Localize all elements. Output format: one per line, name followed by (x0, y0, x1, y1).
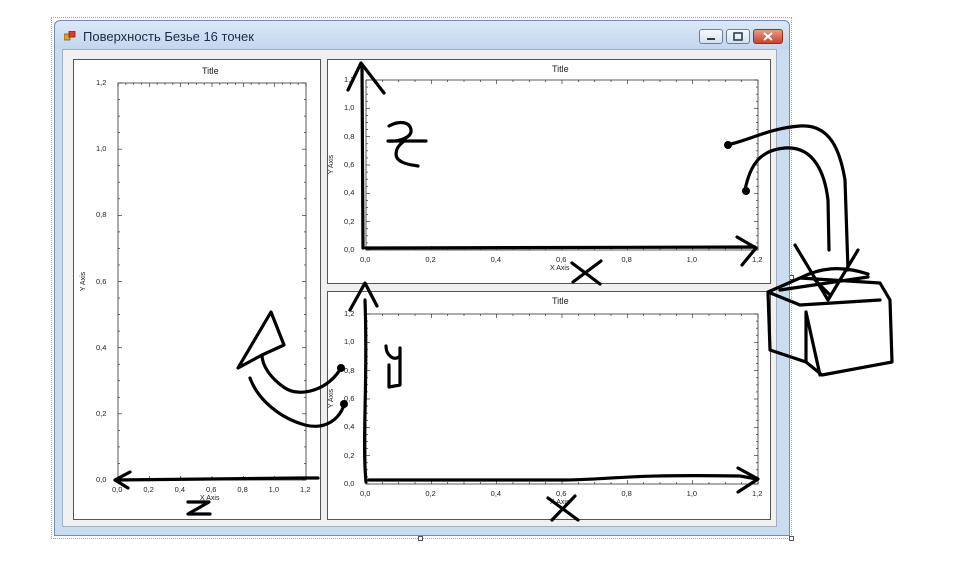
drawn-curved-arrow-left (236, 310, 344, 394)
drawn-dot-top-1 (724, 141, 732, 149)
x-tick-label: 1,2 (752, 489, 763, 498)
x-tick-label: 1,2 (300, 485, 311, 494)
x-tick-label: 1,0 (686, 255, 698, 264)
x-tick-label: 1,2 (752, 255, 763, 264)
drawn-box (766, 276, 894, 377)
maximize-icon (733, 32, 743, 41)
drawn-axis-arrow-y-bottom (348, 281, 379, 484)
y-tick-label: 1,0 (344, 337, 355, 347)
x-tick-label: 1,0 (268, 485, 280, 494)
app-icon (64, 31, 76, 41)
chart-title: Title (552, 64, 569, 74)
plot-frame (365, 79, 759, 251)
y-tick-label: 0,4 (344, 422, 355, 432)
y-tick-label: 0,4 (344, 188, 355, 198)
plot-frame (117, 82, 307, 481)
maximize-button[interactable] (726, 29, 750, 44)
chart-title: Title (202, 66, 219, 76)
form-window: Поверхность Безье 16 точек Title 0,0 0,2 0,… (54, 20, 790, 536)
x-tick-label: 0,0 (360, 255, 371, 264)
y-tick-label: 1,2 (96, 78, 107, 87)
window-title: Поверхность Безье 16 точек (83, 29, 254, 44)
y-tick-label: 0,0 (344, 479, 355, 488)
y-tick-label: 0,0 (96, 475, 107, 484)
chart-left[interactable]: Title 0,0 0,2 0,4 0,6 0,8 1,0 1,2 0,0 0,2 0,4 0,6 0,… (73, 59, 321, 520)
x-tick-label: 0,2 (425, 489, 436, 498)
drawn-curved-arrow-left-lower (248, 376, 347, 428)
drawn-letter-y-bottom (384, 344, 402, 389)
x-axis-label: X Axis (200, 495, 220, 502)
plot-area (365, 79, 759, 251)
x-tick-label: 0,4 (174, 485, 186, 494)
x-tick-label: 1,0 (686, 489, 698, 498)
y-tick-label: 0,6 (344, 394, 355, 403)
x-tick-label: 0,4 (490, 489, 502, 498)
drawn-curved-arrow-lower (743, 146, 831, 252)
y-tick-label: 0,2 (344, 450, 355, 460)
y-tick-label: 0,0 (344, 245, 355, 254)
drawn-letter-x-top (570, 259, 603, 286)
close-icon (763, 32, 773, 41)
y-tick-label: 0,8 (344, 365, 355, 375)
form-client-area: Title 0,0 0,2 0,4 0,6 0,8 1,0 1,2 0,0 0,2 0,4 0,6 0,… (62, 49, 777, 527)
y-tick-label: 1,0 (344, 103, 355, 113)
y-tick-label: 1,2 (344, 309, 355, 318)
x-tick-label: 0,8 (237, 485, 248, 494)
x-axis-label: X Axis (550, 265, 570, 272)
drawn-arrowheads-into-box (793, 243, 860, 302)
drawn-axis-arrow-x-left (113, 470, 320, 490)
y-tick-label: 0,2 (344, 216, 355, 226)
plot-frame (365, 313, 759, 485)
drawn-letter-z-left (186, 500, 212, 516)
chart-bottom-right[interactable]: Title 0,0 0,2 0,4 0,6 0,8 1,0 1,2 0,0 0,2 0,4 0,6 0,… (327, 291, 771, 520)
y-tick-label: 0,2 (96, 408, 107, 418)
x-tick-label: 0,2 (425, 255, 436, 264)
resize-handle-bottom-right[interactable] (789, 536, 794, 541)
drawn-axis-arrow-x-bottom (367, 466, 760, 494)
y-tick-label: 1,0 (96, 144, 107, 154)
plot-area (117, 82, 307, 481)
chart-title: Title (552, 296, 569, 306)
x-tick-label: 0,0 (112, 485, 123, 494)
x-tick-label: 0,2 (143, 485, 154, 494)
drawn-letter-z-top (386, 120, 428, 168)
resize-handle-bottom-middle[interactable] (418, 536, 423, 541)
drawn-dot-left-2 (340, 400, 348, 408)
drawn-box-lid (778, 267, 870, 292)
x-tick-label: 0,8 (621, 489, 632, 498)
minimize-icon (707, 38, 715, 40)
x-tick-label: 0,0 (360, 489, 371, 498)
drawn-curved-arrow-upper (725, 124, 850, 272)
y-tick-label: 0,8 (344, 131, 355, 141)
y-tick-label: 1,2 (344, 75, 355, 84)
y-tick-label: 0,4 (96, 342, 107, 352)
minimize-button[interactable] (699, 29, 723, 44)
x-tick-label: 0,6 (556, 489, 567, 498)
drawn-axis-arrow-x-top (364, 235, 758, 267)
x-tick-label: 0,6 (206, 485, 217, 494)
y-tick-label: 0,6 (344, 160, 355, 169)
x-axis-label: X Axis (550, 499, 570, 506)
y-tick-label: 0,6 (96, 276, 107, 286)
title-bar[interactable]: Поверхность Безье 16 точек (55, 21, 789, 49)
y-tick-label: 0,8 (96, 210, 107, 220)
drawn-axis-arrow-y-top (346, 61, 386, 250)
x-tick-label: 0,4 (490, 255, 502, 264)
plot-area (365, 313, 759, 485)
x-tick-label: 0,6 (556, 255, 567, 264)
close-button[interactable] (753, 29, 783, 44)
x-tick-label: 0,8 (621, 255, 632, 264)
drawn-dot-left-1 (337, 364, 345, 372)
drawn-letter-x-bottom (546, 494, 580, 522)
drawn-dot-top-2 (742, 187, 750, 195)
